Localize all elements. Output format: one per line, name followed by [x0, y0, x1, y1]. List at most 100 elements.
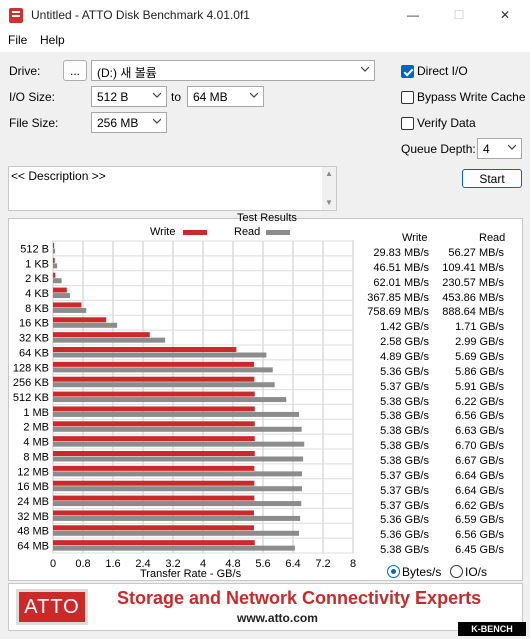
- read-value: 109.41 MB/s: [442, 261, 504, 274]
- direct-io-label: Direct I/O: [417, 64, 468, 78]
- kbench-watermark: K-BENCH: [458, 622, 526, 636]
- y-tick-label: 64 KB: [19, 347, 49, 359]
- read-value: 230.57 MB/s: [442, 276, 504, 289]
- browse-button[interactable]: ...: [63, 60, 87, 81]
- read-bar: [53, 337, 166, 343]
- bypass-write-cache-label: Bypass Write Cache: [417, 90, 526, 104]
- write-bar: [53, 525, 254, 531]
- drive-select[interactable]: (D:) 새 볼륨: [91, 60, 375, 81]
- result-row: 29.83 MB/s 56.27 MB/s: [362, 246, 523, 261]
- x-tick-label: 0: [50, 558, 56, 570]
- write-bar: [53, 332, 150, 338]
- write-bar: [53, 272, 56, 278]
- read-bar: [53, 263, 58, 269]
- write-value: 367.85 MB/s: [367, 291, 429, 304]
- drive-label: Drive:: [9, 64, 41, 78]
- direct-io-checkbox[interactable]: [401, 65, 414, 78]
- minimize-button[interactable]: —: [390, 0, 436, 30]
- y-tick-label: 16 KB: [19, 318, 49, 330]
- scroll-down-icon[interactable]: ▼: [325, 198, 333, 207]
- read-bar: [53, 367, 273, 373]
- chevron-down-icon: [153, 118, 161, 124]
- read-value: 5.91 GB/s: [455, 380, 504, 393]
- write-value: 5.37 GB/s: [380, 380, 429, 393]
- file-size-select[interactable]: 256 MB: [91, 112, 167, 133]
- start-button[interactable]: Start: [462, 169, 522, 188]
- result-row: 5.37 GB/s 5.91 GB/s: [362, 380, 523, 395]
- y-tick-label: 1 MB: [23, 407, 49, 419]
- io-size-to-value: 64 MB: [193, 90, 228, 104]
- y-tick-label: 24 MB: [17, 496, 49, 508]
- read-column-header: Read: [479, 232, 506, 244]
- browse-label: ...: [69, 63, 80, 78]
- write-bar: [53, 465, 255, 471]
- io-radio[interactable]: [450, 565, 463, 578]
- x-tick-label: 3.2: [165, 558, 180, 570]
- verify-data-checkbox[interactable]: [401, 117, 414, 130]
- scroll-up-icon[interactable]: ▲: [325, 169, 333, 178]
- read-bar: [53, 501, 302, 507]
- write-bar: [53, 391, 255, 397]
- write-bar: [53, 421, 255, 427]
- bytes-label: Bytes/s: [402, 565, 442, 579]
- write-bar: [53, 480, 255, 486]
- write-value: 5.38 GB/s: [380, 455, 429, 467]
- x-tick-label: 8: [350, 558, 356, 570]
- read-value: 5.69 GB/s: [455, 351, 504, 363]
- result-row: 1.42 GB/s 1.71 GB/s: [362, 320, 523, 335]
- write-value: 5.37 GB/s: [380, 469, 429, 482]
- read-value: 1.71 GB/s: [455, 321, 504, 334]
- atto-banner[interactable]: ATTO Storage and Network Connectivity Ex…: [8, 583, 523, 631]
- drive-value: (D:) 새 볼륨: [97, 66, 157, 80]
- result-row: 5.37 GB/s 6.62 GB/s: [362, 499, 523, 514]
- read-bar: [53, 293, 71, 299]
- read-bar: [53, 248, 56, 254]
- write-bar: [53, 243, 55, 248]
- result-row: 62.01 MB/s 230.57 MB/s: [362, 276, 523, 291]
- io-size-from-select[interactable]: 512 B: [91, 86, 167, 107]
- read-value: 6.67 GB/s: [455, 455, 504, 467]
- description-scrollbar[interactable]: ▲ ▼: [322, 167, 336, 210]
- queue-depth-select[interactable]: 4: [477, 138, 522, 159]
- write-bar: [53, 510, 254, 516]
- y-tick-label: 512 B: [20, 243, 49, 255]
- y-tick-label: 256 KB: [13, 377, 49, 389]
- write-bar: [53, 495, 255, 501]
- bypass-write-cache-checkbox[interactable]: [401, 91, 414, 104]
- read-bar: [53, 471, 302, 477]
- read-bar: [53, 322, 118, 328]
- read-value: 2.99 GB/s: [455, 336, 504, 349]
- write-bar: [53, 406, 255, 412]
- read-bar: [53, 352, 267, 358]
- result-row: 5.38 GB/s 6.22 GB/s: [362, 395, 523, 410]
- radio-dot: [391, 569, 396, 574]
- menu-help[interactable]: Help: [40, 33, 65, 47]
- banner-url: www.atto.com: [237, 611, 318, 625]
- read-bar: [53, 530, 299, 536]
- read-bar: [53, 411, 299, 417]
- result-row: 5.38 GB/s 6.67 GB/s: [362, 454, 523, 469]
- bytes-radio[interactable]: [387, 565, 400, 578]
- x-tick-label: 7.2: [315, 558, 330, 570]
- read-value: 6.62 GB/s: [455, 499, 504, 512]
- maximize-button[interactable]: ☐: [436, 0, 482, 30]
- write-value: 5.38 GB/s: [380, 440, 429, 453]
- results-chart: 0 0.8 1.6 2.4 3.2 4 4.8 5.6 6.4 7.2 8 512 B 1 KB 2 KB…: [13, 240, 356, 570]
- menu-file[interactable]: File: [8, 33, 28, 47]
- atto-logo: ATTO: [16, 589, 88, 625]
- io-size-to-select[interactable]: 64 MB: [187, 86, 264, 107]
- result-row: 5.37 GB/s 6.64 GB/s: [362, 484, 523, 499]
- banner-tagline: Storage and Network Connectivity Experts: [117, 588, 482, 608]
- write-bar: [53, 540, 255, 546]
- write-value: 62.01 MB/s: [373, 276, 429, 289]
- y-tick-label: 2 MB: [23, 422, 49, 434]
- write-bar: [53, 361, 254, 367]
- write-legend-label: Write: [150, 226, 176, 238]
- close-button[interactable]: ✕: [482, 0, 528, 30]
- y-tick-label: 512 KB: [13, 392, 49, 404]
- read-value: 5.86 GB/s: [455, 365, 504, 378]
- description-box[interactable]: << Description >> ▲ ▼: [8, 166, 337, 211]
- title-bar[interactable]: [0, 0, 530, 30]
- result-row: 5.38 GB/s 6.63 GB/s: [362, 424, 523, 439]
- write-bar: [53, 302, 82, 308]
